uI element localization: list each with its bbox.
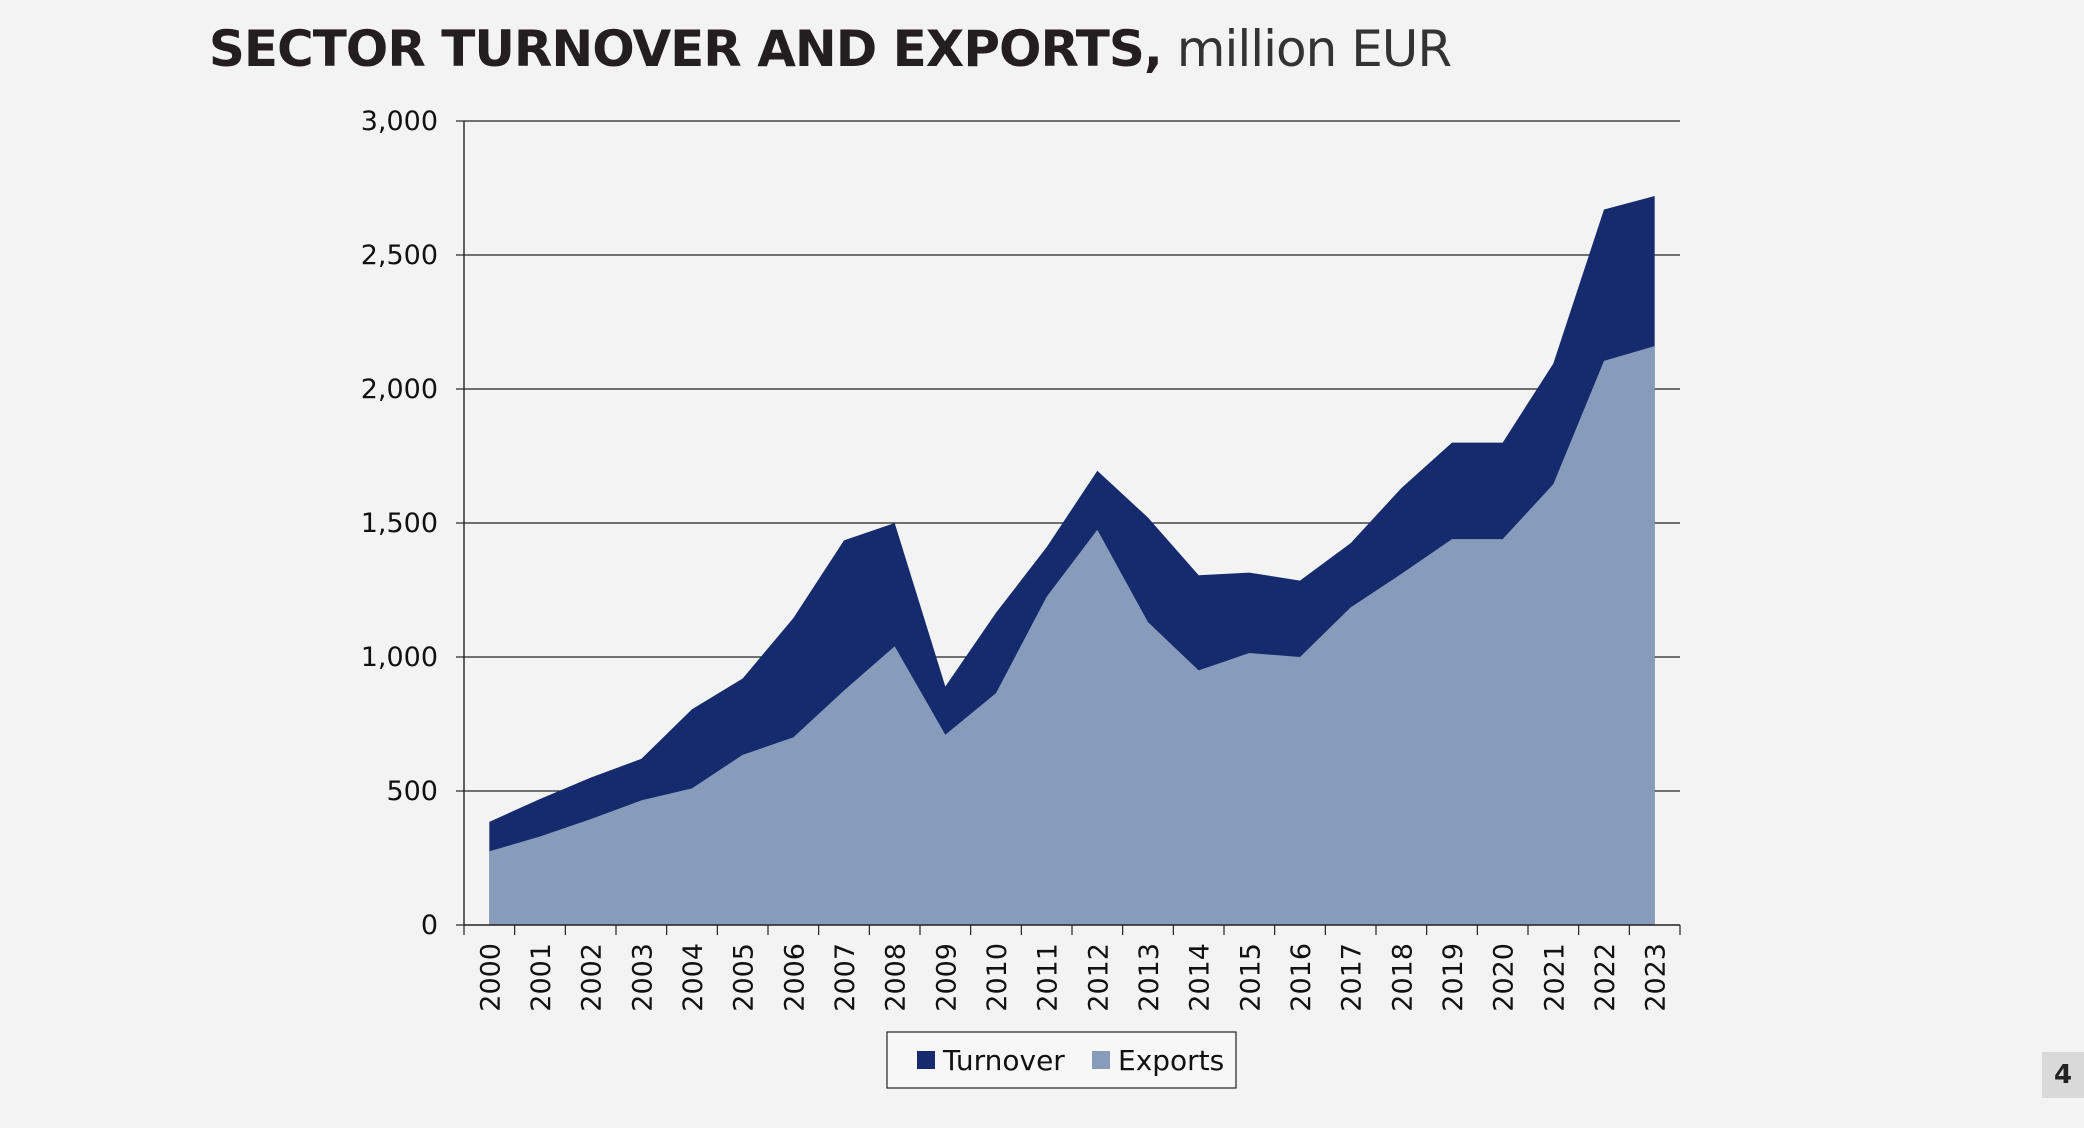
x-tick-label: 2015	[1235, 943, 1266, 1012]
x-tick-label: 2022	[1590, 943, 1621, 1012]
chart-title: SECTOR TURNOVER AND EXPORTS, million EUR	[0, 20, 1660, 78]
legend-swatch-exports	[1092, 1051, 1110, 1069]
x-tick-label: 2014	[1185, 943, 1216, 1012]
x-tick-label: 2005	[729, 943, 760, 1012]
x-tick-label: 2019	[1438, 943, 1469, 1012]
legend-label-exports: Exports	[1118, 1044, 1224, 1077]
x-tick-label: 2004	[678, 943, 709, 1012]
x-tick-label: 2013	[1134, 943, 1165, 1012]
series-area-exports	[489, 346, 1655, 925]
chart-title-unit: million EUR	[1161, 20, 1452, 78]
x-tick-label: 2017	[1337, 943, 1368, 1012]
page-number: 4	[2042, 1052, 2084, 1098]
y-tick-label: 0	[421, 910, 438, 941]
x-tick-label: 2001	[526, 943, 557, 1012]
x-tick-label: 2002	[577, 943, 608, 1012]
x-tick-label: 2000	[475, 943, 506, 1012]
x-tick-label: 2006	[779, 943, 810, 1012]
x-tick-label: 2016	[1286, 943, 1317, 1012]
x-tick-label: 2020	[1489, 943, 1520, 1012]
legend-label-turnover: Turnover	[942, 1044, 1065, 1077]
legend-box	[886, 1031, 1237, 1089]
y-tick-label: 500	[386, 776, 438, 807]
x-tick-label: 2008	[881, 943, 912, 1012]
x-tick-label: 2011	[1033, 943, 1064, 1012]
x-tick-label: 2012	[1083, 943, 1114, 1012]
x-tick-label: 2021	[1539, 943, 1570, 1012]
x-tick-label: 2007	[830, 943, 861, 1012]
x-tick-label: 2009	[931, 943, 962, 1012]
y-tick-label: 3,000	[361, 106, 438, 137]
x-tick-label: 2018	[1387, 943, 1418, 1012]
legend-swatch-turnover	[917, 1051, 935, 1069]
y-tick-label: 2,500	[361, 240, 438, 271]
x-tick-label: 2023	[1641, 943, 1672, 1012]
x-tick-label: 2003	[627, 943, 658, 1012]
y-tick-label: 1,500	[361, 508, 438, 539]
x-tick-label: 2010	[982, 943, 1013, 1012]
y-tick-label: 1,000	[361, 642, 438, 673]
y-tick-label: 2,000	[361, 374, 438, 405]
chart-title-main: SECTOR TURNOVER AND EXPORTS,	[208, 20, 1163, 78]
